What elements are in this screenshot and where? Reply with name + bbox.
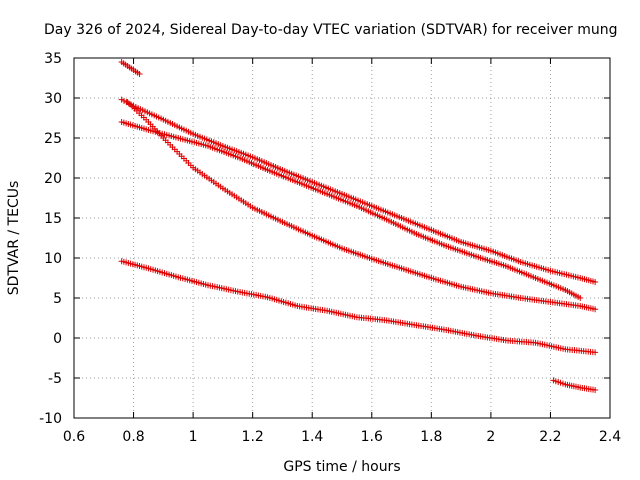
data-marks bbox=[118, 59, 599, 393]
x-tick-label: 1.2 bbox=[242, 429, 264, 445]
chart-title: Day 326 of 2024, Sidereal Day-to-day VTE… bbox=[44, 22, 618, 38]
y-tick-label: 30 bbox=[44, 91, 62, 107]
data-point bbox=[136, 71, 143, 77]
x-tick-label: 1.8 bbox=[420, 429, 442, 445]
y-tick-label: 10 bbox=[44, 251, 62, 267]
y-tick-label: -5 bbox=[48, 371, 62, 387]
axis-ticks bbox=[73, 57, 611, 419]
series-track-f bbox=[550, 377, 599, 393]
y-tick-label: -10 bbox=[39, 411, 62, 427]
grid-lines bbox=[74, 58, 610, 418]
x-tick-label: 0.8 bbox=[122, 429, 144, 445]
x-tick-label: 2 bbox=[486, 429, 495, 445]
data-point bbox=[592, 349, 599, 356]
x-tick-labels: 0.6 0.8 1 1.2 1.4 1.6 1.8 2 2.2 2.4 bbox=[63, 429, 621, 445]
series-track-e bbox=[118, 258, 599, 356]
y-tick-labels: -10 -5 0 5 10 15 20 25 30 35 bbox=[39, 51, 62, 427]
y-tick-label: 25 bbox=[44, 131, 62, 147]
series-track-d bbox=[124, 99, 599, 313]
data-point bbox=[577, 295, 584, 301]
data-point bbox=[592, 306, 599, 313]
series-track-c bbox=[118, 119, 584, 301]
y-tick-label: 15 bbox=[44, 211, 62, 227]
y-tick-label: 5 bbox=[53, 291, 62, 307]
y-tick-label: 0 bbox=[53, 331, 62, 347]
data-point bbox=[592, 279, 599, 285]
plot-frame bbox=[73, 57, 611, 419]
x-tick-label: 1 bbox=[189, 429, 198, 445]
x-tick-label: 1.6 bbox=[361, 429, 383, 445]
x-tick-label: 0.6 bbox=[63, 429, 85, 445]
x-tick-label: 2.4 bbox=[599, 429, 621, 445]
y-tick-label: 20 bbox=[44, 171, 62, 187]
data-point bbox=[592, 387, 599, 393]
series-track-b bbox=[118, 96, 599, 285]
x-axis-label: GPS time / hours bbox=[283, 459, 400, 475]
series-track-a bbox=[118, 59, 143, 77]
x-tick-label: 1.4 bbox=[301, 429, 323, 445]
y-tick-label: 35 bbox=[44, 51, 62, 67]
x-tick-label: 2.2 bbox=[539, 429, 561, 445]
y-axis-label: SDTVAR / TECUs bbox=[6, 181, 22, 296]
